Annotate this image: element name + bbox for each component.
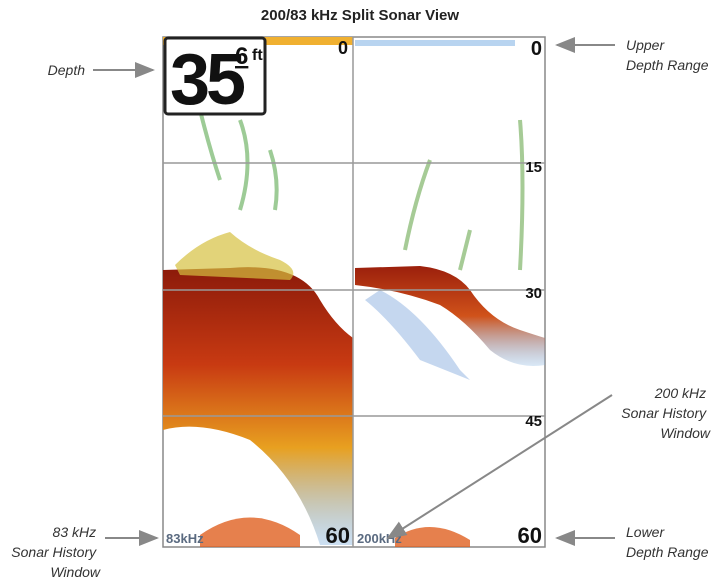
bottom-return (163, 267, 353, 545)
bottom-return (355, 266, 545, 366)
text-line: Upper (626, 37, 665, 53)
fish-arches (403, 119, 525, 271)
fish-return (175, 232, 294, 280)
text-line: Depth Range (626, 57, 709, 73)
callout-lower-depth: Lower Depth Range (626, 524, 709, 560)
callout-83khz: 83 kHz Sonar History Window (11, 524, 101, 580)
callout-arrow (386, 394, 613, 540)
depth-decimal: 6 (235, 43, 248, 70)
text-line: Sonar History (621, 405, 707, 421)
depth-unit: ft (252, 47, 263, 64)
text-line: Window (50, 564, 101, 580)
callout-upper-depth: Upper Depth Range (626, 37, 709, 73)
text-line: Depth Range (626, 544, 709, 560)
frequency-label: 83kHz (166, 531, 204, 546)
depth-value: 35 (170, 40, 245, 120)
depth-scale-label: 30 (525, 285, 542, 302)
text-line: Sonar History (11, 544, 97, 560)
text-line: 83 kHz (53, 524, 97, 540)
upper-depth: 0 (338, 38, 348, 58)
text-line: Window (660, 425, 711, 441)
bottom-echo (395, 526, 470, 547)
depth-scale-label: 0 (531, 38, 542, 60)
depth-box (163, 36, 267, 116)
surface-clutter (355, 40, 515, 46)
lower-depth: 60 (326, 523, 350, 548)
title: 200/83 kHz Split Sonar View (261, 7, 459, 24)
callout-depth: Depth (48, 62, 86, 78)
depth-scale-label: 60 (518, 523, 542, 548)
bottom-echo (200, 517, 300, 547)
callout-200khz: 200 kHz Sonar History Window (621, 385, 711, 441)
text-line: Lower (626, 524, 665, 540)
bottom-scatter (365, 290, 470, 380)
depth-scale-label: 45 (525, 413, 542, 430)
text-line: Depth (48, 62, 86, 78)
text-line: 200 kHz (654, 385, 706, 401)
depth-scale-label: 15 (525, 159, 542, 176)
